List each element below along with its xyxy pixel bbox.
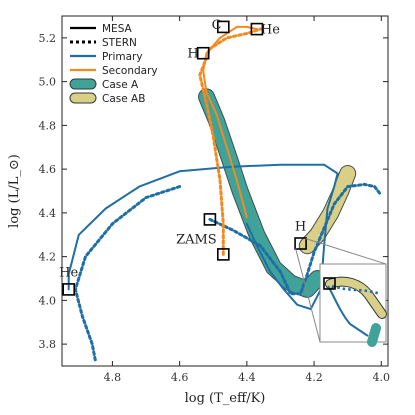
series-line-primary-mesa	[67, 163, 339, 311]
inset-primary-dotted	[331, 284, 381, 296]
y-tick-label: 4.6	[39, 163, 57, 176]
inset-zoom	[295, 238, 387, 347]
legend-label: Case A	[102, 79, 139, 91]
y-tick-label: 5.2	[39, 32, 57, 45]
x-tick-label: 4.0	[373, 371, 391, 384]
legend-label: Primary	[102, 51, 143, 63]
marker-square	[217, 248, 230, 261]
legend-label: STERN	[102, 37, 137, 49]
x-tick-label: 4.6	[171, 371, 189, 384]
plot-frame	[61, 15, 389, 367]
annotation-label: ZAMS	[176, 233, 217, 248]
legend-label: MESA	[102, 23, 133, 35]
series-line-primary-stern-extension	[73, 185, 182, 364]
y-tick-label: 5.0	[39, 76, 57, 89]
annotation-label: He	[59, 265, 78, 280]
series-line-primary-stern	[208, 182, 383, 296]
inset-connector	[295, 248, 321, 343]
x-tick-label: 4.8	[104, 371, 122, 384]
y-tick-label: 3.8	[39, 338, 57, 351]
x-tick-label: 4.4	[238, 371, 256, 384]
marker-square	[294, 237, 307, 250]
y-tick-label: 4.4	[39, 207, 57, 220]
y-tick-label: 4.8	[39, 119, 57, 132]
y-axis-label: log (L/L_⊙)	[7, 154, 22, 228]
legend: MESA STERN Primary Secondary Case A Case AB	[69, 23, 158, 105]
legend-label: Secondary	[102, 65, 158, 77]
series-line-secondary-mesa	[202, 25, 258, 219]
annotation-label: H	[295, 219, 306, 234]
inset-connector	[305, 238, 387, 265]
marker-square	[62, 283, 76, 296]
marker-square	[203, 213, 217, 226]
band-case-a	[199, 89, 325, 297]
marker-square	[196, 46, 210, 60]
x-axis-label: log (T_eff/K)	[185, 391, 266, 406]
legend-label: Case AB	[102, 93, 145, 105]
inset-band-case-a	[367, 323, 381, 347]
marker-square	[217, 20, 230, 34]
annotation-label: H	[187, 47, 198, 62]
marker-square	[250, 22, 264, 36]
legend-swatch-band	[69, 78, 97, 90]
x-tick-label: 4.2	[305, 371, 323, 384]
y-tick-label: 4.2	[39, 251, 57, 264]
legend-swatch-band	[69, 92, 97, 104]
inset-marker-square	[323, 277, 336, 290]
y-tick-label: 4.0	[39, 294, 57, 307]
annotation-label: C	[212, 18, 222, 33]
annotation-label: He	[261, 23, 280, 38]
series-line-secondary-stern	[198, 27, 262, 256]
